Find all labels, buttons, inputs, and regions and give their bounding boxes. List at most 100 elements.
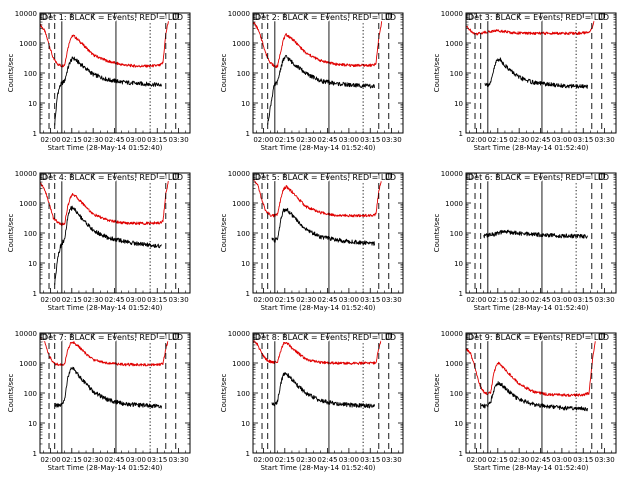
chart-5-frame	[252, 172, 404, 294]
chart-7-xtick-label: 02:15	[62, 456, 82, 464]
chart-2-ytick-label: 10	[241, 100, 250, 108]
chart-2-ytick-label: 1000	[232, 40, 250, 48]
chart-3-ytick-label: 100	[450, 70, 463, 78]
chart-5-ylabel: Counts/sec	[220, 214, 228, 253]
chart-3-corner-box-right	[598, 13, 605, 20]
chart-2-xtick-label: 02:15	[275, 136, 295, 144]
chart-1-series-events-line	[54, 56, 162, 126]
chart-8-xtick-label: 02:15	[275, 456, 295, 464]
chart-7-series-events-line	[54, 366, 162, 409]
chart-6-ytick-label: 100	[450, 230, 463, 238]
chart-4-frame	[39, 172, 191, 294]
chart-9-xtick-label: 03:00	[552, 456, 572, 464]
chart-9-ytick-label: 10	[454, 420, 463, 428]
chart-5-ytick-label: 10	[241, 260, 250, 268]
chart-9-ytick-label: 100	[450, 390, 463, 398]
chart-6-xtick-label: 03:30	[595, 296, 615, 304]
chart-4-corner-box-right	[172, 173, 179, 180]
chart-6-xtick-label: 02:00	[466, 296, 486, 304]
chart-5-xtick-label: 02:00	[253, 296, 273, 304]
chart-1-xtick-label: 02:30	[83, 136, 103, 144]
chart-6-ylabel: Counts/sec	[433, 214, 441, 253]
chart-9-ytick-label: 10000	[441, 330, 463, 338]
chart-8-title: Det 8: BLACK = Events, RED = LLD	[255, 333, 396, 342]
chart-7-xtick-label: 03:00	[126, 456, 146, 464]
chart-4-xlabel: Start Time (28-May-14 01:52:40)	[47, 304, 162, 312]
chart-9-corner-box-left	[466, 333, 473, 340]
chart-7-xtick-label: 02:45	[104, 456, 124, 464]
chart-1-corner-box-right	[172, 13, 179, 20]
chart-6-ytick-label: 1000	[445, 200, 463, 208]
chart-4-xtick-label: 02:45	[104, 296, 124, 304]
chart-7-xtick-label: 02:30	[83, 456, 103, 464]
chart-9-series-lld-line	[466, 335, 597, 397]
chart-2-title: Det 2: BLACK = Events, RED = LLD	[255, 13, 396, 22]
chart-8-xlabel: Start Time (28-May-14 01:52:40)	[260, 464, 375, 472]
chart-5-title: Det 5: BLACK = Events, RED = LLD	[255, 173, 396, 182]
chart-9-xtick-label: 02:15	[488, 456, 508, 464]
chart-6-xtick-label: 02:45	[530, 296, 550, 304]
chart-1-xtick-label: 02:15	[62, 136, 82, 144]
chart-1-ytick-label: 10000	[15, 10, 37, 18]
chart-2-xtick-label: 02:00	[253, 136, 273, 144]
chart-8-ytick-label: 10000	[228, 330, 250, 338]
chart-4-corner-box-left	[40, 173, 47, 180]
chart-1-xtick-label: 03:15	[147, 136, 167, 144]
chart-1-xtick-label: 03:30	[169, 136, 189, 144]
chart-6-xtick-label: 03:15	[573, 296, 593, 304]
chart-7-corner-box-left	[40, 333, 47, 340]
chart-2-ytick-label: 10000	[228, 10, 250, 18]
chart-2-ytick-label: 1	[246, 130, 250, 138]
chart-3-ylabel: Counts/sec	[433, 54, 441, 93]
chart-1-ytick-label: 1000	[19, 40, 37, 48]
chart-4-ytick-label: 1	[33, 290, 37, 298]
chart-8-xtick-label: 02:30	[296, 456, 316, 464]
chart-5-ytick-label: 1000	[232, 200, 250, 208]
chart-8-ytick-label: 1	[246, 450, 250, 458]
chart-3-ytick-label: 10000	[441, 10, 463, 18]
chart-9-ylabel: Counts/sec	[433, 374, 441, 413]
chart-2-xtick-label: 03:30	[382, 136, 402, 144]
chart-4-xtick-label: 02:30	[83, 296, 103, 304]
chart-1-ytick-label: 10	[28, 100, 37, 108]
chart-3-ytick-label: 1000	[445, 40, 463, 48]
chart-1: Det 1: BLACK = Events, RED = LLD 1 10 100 10…	[7, 10, 191, 152]
chart-5-xtick-label: 02:15	[275, 296, 295, 304]
chart-5-xtick-label: 02:30	[296, 296, 316, 304]
chart-9-title: Det 9: BLACK = Events, RED = LLD	[468, 333, 609, 342]
chart-8-xtick-label: 03:00	[339, 456, 359, 464]
chart-6-ytick-label: 10	[454, 260, 463, 268]
chart-6-title: Det 6: BLACK = Events, RED = LLD	[468, 173, 609, 182]
chart-4-xtick-label: 02:15	[62, 296, 82, 304]
chart-7-xtick-label: 02:00	[40, 456, 60, 464]
chart-6-xlabel: Start Time (28-May-14 01:52:40)	[473, 304, 588, 312]
chart-7-ytick-label: 10	[28, 420, 37, 428]
chart-2-xtick-label: 02:30	[296, 136, 316, 144]
chart-3-xtick-label: 03:00	[552, 136, 572, 144]
chart-7-ytick-label: 1000	[19, 360, 37, 368]
chart-5-ytick-label: 100	[237, 230, 250, 238]
chart-8-corner-box-right	[385, 333, 392, 340]
chart-9-xtick-label: 02:30	[509, 456, 529, 464]
chart-5-xlabel: Start Time (28-May-14 01:52:40)	[260, 304, 375, 312]
chart-6-corner-box-right	[598, 173, 605, 180]
chart-2: Det 2: BLACK = Events, RED = LLD 1 10 100 10…	[220, 10, 404, 152]
chart-2-series-events-line	[267, 54, 375, 125]
chart-7-xlabel: Start Time (28-May-14 01:52:40)	[47, 464, 162, 472]
chart-1-ytick-label: 100	[24, 70, 37, 78]
chart-7-xtick-label: 03:15	[147, 456, 167, 464]
chart-8-corner-box-left	[253, 333, 260, 340]
chart-8: Det 8: BLACK = Events, RED = LLD 1 10 100 10…	[220, 330, 404, 472]
chart-6-xtick-label: 02:30	[509, 296, 529, 304]
chart-3-xtick-label: 03:15	[573, 136, 593, 144]
chart-4-xtick-label: 03:15	[147, 296, 167, 304]
chart-3: Det 3: BLACK = Events, RED = LLD 1 10 100 10…	[433, 10, 617, 152]
chart-3-xlabel: Start Time (28-May-14 01:52:40)	[473, 144, 588, 152]
chart-8-xtick-label: 02:45	[317, 456, 337, 464]
chart-4-ytick-label: 1000	[19, 200, 37, 208]
chart-3-xtick-label: 02:00	[466, 136, 486, 144]
chart-5-corner-box-right	[385, 173, 392, 180]
chart-9-xtick-label: 03:30	[595, 456, 615, 464]
chart-8-xtick-label: 03:15	[360, 456, 380, 464]
